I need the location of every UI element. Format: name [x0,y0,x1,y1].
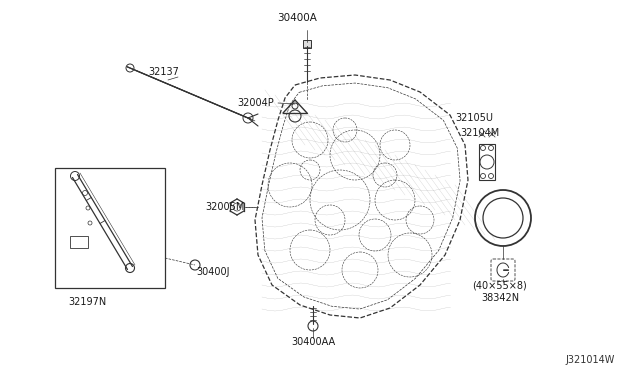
Bar [70,236,88,248]
Text: 32004P: 32004P [237,98,274,108]
Bar [55,168,165,288]
Text: 32104M: 32104M [460,128,499,138]
Bar [303,40,311,48]
Text: 30400J: 30400J [196,267,230,277]
Text: 32137: 32137 [148,67,179,77]
Text: (40×55×8): (40×55×8) [472,281,527,291]
Text: 38342N: 38342N [481,293,519,303]
Text: 32105U: 32105U [455,113,493,123]
Text: 32005M: 32005M [205,202,244,212]
Text: J321014W: J321014W [565,355,614,365]
Bar [479,144,495,180]
Text: 32197N: 32197N [68,297,106,307]
Text: 30400A: 30400A [277,13,317,23]
Text: 30400AA: 30400AA [291,337,335,347]
